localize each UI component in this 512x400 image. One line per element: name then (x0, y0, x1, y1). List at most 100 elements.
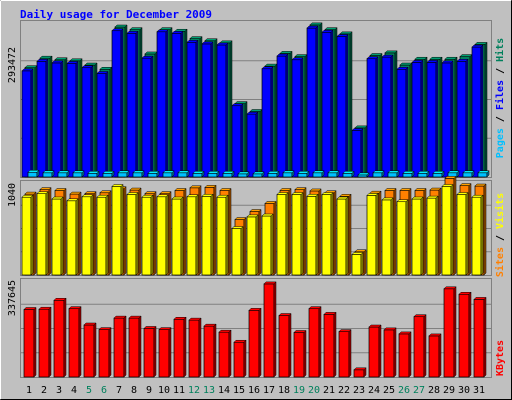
bar-kbytes-day-31 (473, 296, 487, 378)
bar-sites-day-24 (366, 192, 379, 276)
bar-files-day-14 (216, 42, 229, 178)
bar-kbytes-day-18 (278, 312, 292, 378)
x-tick-label-15: 15 (233, 385, 245, 396)
bar-kbytes-day-25 (383, 327, 397, 378)
bar-sites-day-5 (81, 194, 94, 276)
x-tick-label-30: 30 (458, 385, 470, 396)
bar-files-day-26 (396, 66, 409, 178)
bar-pages-day-13 (207, 170, 220, 178)
bars (21, 22, 490, 378)
bar-sites-day-22 (336, 196, 349, 276)
bar-pages-day-20 (312, 170, 325, 178)
x-tick-label-13: 13 (203, 385, 215, 396)
bar-files-day-9 (141, 55, 154, 178)
bar-sites-day-26 (396, 199, 409, 276)
bar-sites-day-28 (426, 195, 439, 276)
bar-pages-day-15 (237, 171, 250, 178)
bar-pages-day-3 (57, 170, 70, 178)
x-tick-label-20: 20 (308, 385, 320, 396)
bar-sites-day-23 (351, 251, 364, 276)
bar-pages-day-2 (42, 170, 55, 178)
bar-files-day-25 (381, 54, 394, 178)
x-tick-label-29: 29 (443, 385, 455, 396)
x-tick-label-24: 24 (368, 385, 380, 396)
bar-files-day-6 (96, 70, 109, 178)
bar-files-day-30 (456, 58, 469, 178)
x-tick-label-14: 14 (218, 385, 230, 396)
bar-files-day-16 (246, 111, 259, 178)
bar-sites-day-25 (381, 197, 394, 276)
svg-text:Sites / Visits: Sites / Visits (494, 193, 506, 277)
bar-kbytes-day-20 (308, 306, 322, 378)
bar-kbytes-day-11 (173, 316, 187, 378)
bar-pages-day-25 (387, 170, 400, 178)
bar-sites-day-10 (156, 194, 169, 276)
bar-pages-day-26 (402, 170, 415, 178)
x-tick-label-16: 16 (248, 385, 260, 396)
bar-files-day-4 (66, 60, 79, 178)
bar-pages-day-22 (342, 170, 355, 178)
bar-kbytes-day-9 (143, 325, 157, 378)
ymax-label-bottom: 337645 (7, 280, 18, 316)
legend-kbytes: KBytes (495, 340, 506, 376)
bar-files-day-31 (471, 44, 484, 178)
bar-pages-day-14 (222, 170, 235, 178)
bar-files-day-19 (291, 57, 304, 178)
bar-kbytes-day-10 (158, 326, 172, 378)
bar-sites-day-18 (276, 191, 289, 276)
x-tick-label-31: 31 (473, 385, 485, 396)
bar-sites-day-19 (291, 191, 304, 276)
legend-top: Pages / Files / Hits (494, 38, 506, 158)
bar-pages-day-17 (267, 170, 280, 178)
bar-pages-day-4 (72, 170, 85, 178)
x-tick-label-22: 22 (338, 385, 350, 396)
bar-kbytes-day-6 (98, 326, 112, 378)
x-tick-label-23: 23 (353, 385, 365, 396)
bar-sites-day-4 (66, 198, 79, 276)
bar-sites-day-21 (321, 191, 334, 276)
bar-pages-day-28 (432, 170, 445, 178)
x-tick-label-25: 25 (383, 385, 395, 396)
legend-hits: Hits (494, 38, 506, 62)
bar-files-day-17 (261, 66, 274, 178)
x-tick-label-1: 1 (26, 385, 32, 396)
legend-files: Files (494, 80, 506, 110)
bar-files-day-21 (321, 29, 334, 178)
bar-sites-day-12 (186, 194, 199, 276)
bar-files-day-22 (336, 33, 349, 178)
x-tick-label-6: 6 (101, 385, 107, 396)
bar-files-day-3 (51, 60, 64, 178)
bar-kbytes-day-12 (188, 317, 202, 378)
legend-pages: Pages (495, 128, 506, 158)
bar-sites-day-31 (471, 194, 484, 276)
x-tick-label-7: 7 (116, 385, 122, 396)
bar-pages-day-10 (162, 170, 175, 178)
bar-sites-day-30 (456, 191, 469, 276)
x-tick-label-11: 11 (173, 385, 185, 396)
x-tick-label-10: 10 (158, 385, 170, 396)
bar-sites-day-13 (201, 193, 214, 276)
bar-pages-day-21 (327, 170, 340, 178)
x-tick-label-8: 8 (131, 385, 137, 396)
bar-kbytes-day-26 (398, 331, 412, 378)
ymax-label-middle: 1040 (7, 183, 18, 207)
bar-files-day-24 (366, 56, 379, 178)
legend-middle: Sites / Visits (494, 193, 506, 277)
bar-files-day-29 (441, 60, 454, 178)
bar-kbytes-day-29 (443, 286, 457, 378)
bar-kbytes-day-5 (83, 322, 97, 378)
bar-pages-day-31 (477, 170, 490, 178)
bar-pages-day-8 (132, 170, 145, 178)
bar-pages-day-23 (357, 172, 370, 178)
bar-pages-day-11 (177, 170, 190, 178)
bar-pages-day-30 (462, 170, 475, 178)
bar-pages-day-19 (297, 170, 310, 178)
bar-sites-day-15 (231, 225, 244, 276)
bar-files-day-12 (186, 39, 199, 178)
bar-files-day-13 (201, 41, 214, 178)
bar-sites-day-20 (306, 193, 319, 276)
bar-sites-day-17 (261, 213, 274, 276)
bar-sites-day-2 (36, 191, 49, 276)
x-tick-label-19: 19 (293, 385, 305, 396)
